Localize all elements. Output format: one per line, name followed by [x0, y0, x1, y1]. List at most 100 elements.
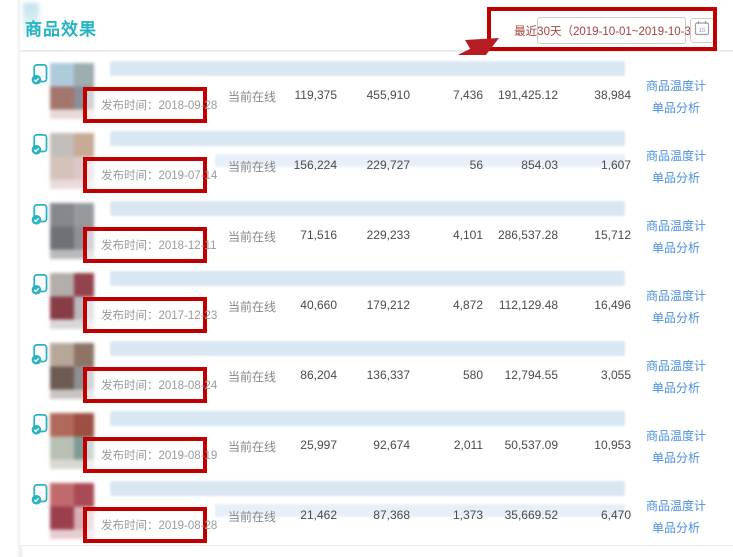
metric-value: 1,373: [452, 508, 483, 522]
metric-value: 156,224: [293, 158, 337, 172]
single-item-analysis-link[interactable]: 单品分析: [651, 241, 700, 255]
red-highlight-box-publish-date: 发布时间：2019-08-28: [83, 507, 217, 543]
publish-date: 发布时间：2017-12-23: [101, 310, 218, 322]
metric-value: 854.03: [521, 158, 558, 172]
page-title: 商品效果: [25, 20, 97, 39]
metric-value: 7,436: [452, 88, 483, 102]
single-item-analysis-link[interactable]: 单品分析: [651, 381, 700, 395]
table-row: 发布时间：2019-08-19 当前在线 25,997 92,674 2,011…: [20, 405, 733, 476]
blurred-title-line: [110, 341, 625, 356]
row-actions: 商品温度计 单品分析: [643, 285, 709, 329]
product-thermometer-link[interactable]: 商品温度计: [645, 359, 706, 373]
metric-value: 87,368: [373, 508, 410, 522]
online-status: 当前在线: [228, 370, 277, 384]
device-check-icon: [29, 63, 50, 91]
row-actions: 商品温度计 单品分析: [643, 75, 709, 119]
date-range-selector[interactable]: 最近30天（2019-10-01~2019-10-30）: [514, 17, 709, 44]
metric-value: 10,953: [594, 438, 631, 452]
metric-value: 4,101: [452, 228, 483, 242]
header-divider: [20, 50, 733, 52]
product-thermometer-link[interactable]: 商品温度计: [645, 219, 706, 233]
single-item-analysis-link[interactable]: 单品分析: [651, 311, 700, 325]
single-item-analysis-link[interactable]: 单品分析: [651, 521, 700, 535]
device-check-icon: [29, 273, 50, 301]
metric-value: 50,537.09: [504, 438, 558, 452]
blurred-title-line: [110, 271, 625, 286]
product-thermometer-link[interactable]: 商品温度计: [645, 289, 706, 303]
metric-value: 6,470: [600, 508, 631, 522]
device-check-icon: [29, 203, 50, 231]
publish-date: 发布时间：2018-12-11: [101, 240, 217, 252]
metric-value: 136,337: [366, 368, 410, 382]
metric-value: 38,984: [594, 88, 631, 102]
metric-value: 229,727: [366, 158, 410, 172]
blurred-title-line: [110, 411, 625, 426]
metric-value: 92,674: [373, 438, 410, 452]
svg-text:15: 15: [698, 27, 706, 34]
metric-value: 286,537.28: [497, 228, 558, 242]
metric-value: 16,496: [594, 298, 631, 312]
device-check-icon: [29, 483, 50, 511]
calendar-button[interactable]: 15: [690, 18, 714, 43]
metric-value: 3,055: [600, 368, 631, 382]
publish-date: 发布时间：2019-08-19: [101, 450, 218, 462]
table-row: 发布时间：2018-12-11 当前在线 71,516 229,233 4,10…: [20, 195, 733, 266]
product-thermometer-link[interactable]: 商品温度计: [645, 499, 706, 513]
table-row: 发布时间：2017-12-23 当前在线 40,660 179,212 4,87…: [20, 265, 733, 336]
device-check-icon: [29, 413, 50, 441]
metric-value: 15,712: [594, 228, 631, 242]
metric-value: 179,212: [366, 298, 410, 312]
product-thermometer-link[interactable]: 商品温度计: [645, 79, 706, 93]
online-status: 当前在线: [228, 90, 277, 104]
online-status: 当前在线: [228, 440, 277, 454]
red-highlight-box-publish-date: 发布时间：2019-08-19: [83, 437, 217, 473]
online-status: 当前在线: [228, 230, 277, 244]
row-actions: 商品温度计 单品分析: [643, 495, 709, 539]
red-highlight-box-publish-date: 发布时间：2018-12-11: [83, 227, 216, 263]
metric-value: 112,129.48: [498, 298, 558, 312]
metric-value: 191,425.12: [497, 88, 558, 102]
metric-value: 1,607: [600, 158, 631, 172]
publish-date: 发布时间：2018-09-28: [101, 100, 218, 112]
publish-date: 发布时间：2019-08-28: [101, 520, 218, 532]
title-decoration: [23, 3, 39, 45]
metric-value: 12,794.55: [504, 368, 558, 382]
metric-value: 580: [462, 368, 483, 382]
red-highlight-box-publish-date: 发布时间：2018-08-24: [83, 367, 217, 403]
red-highlight-box-publish-date: 发布时间：2018-09-28: [83, 87, 217, 123]
blurred-title-line: [110, 61, 625, 76]
red-highlight-box-publish-date: 发布时间：2019-07-14: [83, 157, 217, 193]
single-item-analysis-link[interactable]: 单品分析: [651, 451, 700, 465]
single-item-analysis-link[interactable]: 单品分析: [651, 101, 700, 115]
publish-date: 发布时间：2018-08-24: [101, 380, 218, 392]
publish-date: 发布时间：2019-07-14: [101, 170, 218, 182]
single-item-analysis-link[interactable]: 单品分析: [651, 171, 700, 185]
product-thermometer-link[interactable]: 商品温度计: [645, 429, 706, 443]
row-actions: 商品温度计 单品分析: [643, 215, 709, 259]
metric-value: 71,516: [300, 228, 337, 242]
metric-value: 4,872: [452, 298, 483, 312]
red-highlight-box-publish-date: 发布时间：2017-12-23: [83, 297, 217, 333]
metric-value: 40,660: [300, 298, 337, 312]
blurred-title-line: [110, 201, 625, 216]
table-row: 发布时间：2019-07-14 当前在线 156,224 229,727 56 …: [20, 125, 733, 196]
table-row: 发布时间：2018-09-28 当前在线 119,375 455,910 7,4…: [20, 55, 733, 126]
online-status: 当前在线: [228, 300, 277, 314]
metric-value: 229,233: [366, 228, 410, 242]
online-status: 当前在线: [228, 510, 277, 524]
blurred-subtitle-line: [215, 154, 625, 167]
metric-value: 455,910: [366, 88, 410, 102]
blurred-title-line: [110, 481, 625, 496]
date-range-text: 最近30天（2019-10-01~2019-10-30）: [514, 25, 709, 38]
calendar-icon: 15: [694, 20, 710, 41]
device-check-icon: [29, 343, 50, 371]
product-thermometer-link[interactable]: 商品温度计: [645, 149, 706, 163]
online-status: 当前在线: [228, 160, 277, 174]
blurred-subtitle-line: [215, 504, 625, 517]
table-row: 发布时间：2018-08-24 当前在线 86,204 136,337 580 …: [20, 335, 733, 406]
metric-value: 86,204: [300, 368, 337, 382]
row-actions: 商品温度计 单品分析: [643, 355, 709, 399]
metric-value: 119,375: [294, 88, 338, 102]
row-actions: 商品温度计 单品分析: [643, 145, 709, 189]
